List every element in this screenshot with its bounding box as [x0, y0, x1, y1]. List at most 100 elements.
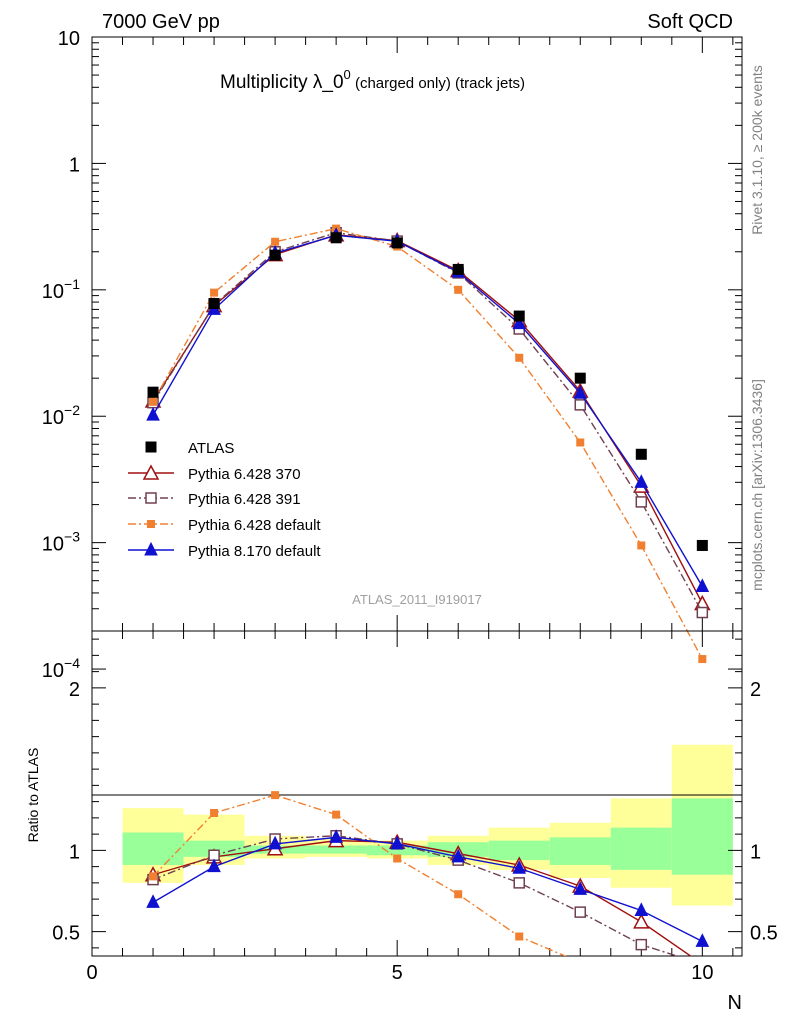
legend-label: Pythia 6.428 391	[188, 491, 301, 508]
y-tick-exp: −4	[64, 655, 80, 671]
ratio-line	[152, 835, 680, 956]
ratio-tick-label-left: 0.5	[52, 923, 80, 945]
ratio-band-green	[671, 798, 733, 875]
y-tick-label: 10	[58, 28, 80, 50]
y-tick-base: 10	[42, 407, 64, 429]
header-right: Soft QCD	[647, 11, 733, 33]
data-point	[208, 297, 220, 309]
ratio-band-green	[549, 837, 611, 865]
ratio-tick-label-right: 2	[750, 679, 761, 701]
ratio-line	[152, 839, 692, 956]
y-tick-exp: −1	[64, 276, 80, 292]
y-tick-exp: −3	[64, 529, 80, 545]
analysis-watermark: ATLAS_2011_I919017	[352, 592, 482, 607]
ratio-bands	[122, 744, 733, 906]
legend-label: Pythia 8.170 default	[188, 543, 321, 560]
legend-label: ATLAS	[188, 440, 234, 457]
chart-title-suffix: (charged only) (track jets)	[351, 75, 525, 92]
legend-marker	[145, 492, 157, 504]
y-tick-label: 10−3	[42, 529, 80, 556]
x-tick-label: 5	[392, 962, 403, 984]
series-point	[696, 606, 709, 619]
ratio-point	[210, 809, 219, 817]
ratio-plot: 0.5 0.5 1 1 2 2 Ratio to ATLAS	[25, 630, 778, 957]
series-point	[271, 237, 280, 246]
ratio-point	[390, 835, 404, 850]
legend-entry-atlas: ATLAS	[145, 440, 234, 457]
ratio-line	[152, 836, 703, 942]
ratio-band-green	[366, 845, 428, 856]
y-tick-label: 10−4	[42, 655, 80, 682]
ratio-point	[512, 860, 527, 874]
ratio-point	[633, 913, 650, 929]
y-tick-label: 10−1	[42, 276, 80, 303]
series-line	[152, 234, 703, 587]
series-point	[149, 397, 158, 406]
series-4	[146, 227, 710, 592]
series-point	[635, 496, 648, 508]
rivet-label: Rivet 3.1.10, ≥ 200k events	[749, 65, 765, 235]
legend-marker	[145, 441, 157, 453]
x-tick-label: 10	[691, 962, 713, 984]
legend-label: Pythia 6.428 370	[188, 466, 301, 483]
ratio-point	[574, 906, 587, 918]
series-point	[698, 655, 707, 664]
ratio-series-4	[146, 829, 710, 947]
main-x-ticks	[91, 37, 734, 631]
ratio-point	[451, 848, 466, 863]
ratio-point	[513, 877, 525, 889]
ratio-point	[146, 894, 160, 908]
ratio-point	[573, 881, 588, 895]
y-tick-base: 10	[42, 660, 64, 682]
ratio-point	[634, 902, 649, 916]
ratio-point	[695, 933, 710, 947]
ratio-tick-label-left: 1	[69, 841, 80, 863]
y-tick-label: 10−2	[42, 402, 80, 429]
series-point	[634, 474, 649, 488]
chart-title-main: Multiplicity λ_0	[220, 72, 344, 93]
ratio-series	[144, 791, 710, 956]
ratio-point	[515, 932, 524, 941]
ratio-tick-label-left: 2	[69, 679, 80, 701]
series-point	[637, 541, 646, 550]
mcplots-label: mcplots.cern.ch [arXiv:1306.3436]	[749, 379, 765, 591]
series-point	[512, 315, 527, 330]
data-point	[452, 263, 464, 275]
chart-title: Multiplicity λ_00 (charged only) (track …	[220, 67, 525, 93]
series-point	[454, 285, 463, 294]
ratio-point	[268, 835, 282, 850]
data-series-atlas	[147, 232, 708, 551]
ratio-tick-label-right: 1	[750, 841, 761, 863]
x-tick-labels: 0 5 10	[86, 962, 713, 984]
ratio-series-3	[149, 791, 567, 956]
data-point	[696, 539, 708, 551]
y-tick-base: 10	[42, 281, 64, 303]
data-point	[574, 372, 586, 384]
series-point	[146, 407, 160, 421]
legend: ATLAS Pythia 6.428 370 Pythia 6.428 391 Pyt…	[128, 440, 321, 560]
series-line	[152, 227, 703, 660]
y-tick-label: 1	[69, 154, 80, 176]
ratio-y-ticks: 0.5 0.5 1 1 2 2	[52, 638, 778, 949]
ratio-band-green	[122, 832, 184, 865]
data-point	[330, 232, 342, 244]
data-point	[147, 386, 159, 398]
series-point	[573, 385, 588, 399]
ratio-point	[393, 854, 402, 863]
ratio-y-label: Ratio to ATLAS	[25, 748, 41, 843]
x-tick-label: 0	[86, 962, 97, 984]
main-series	[144, 224, 711, 664]
series-point	[695, 578, 710, 592]
legend-marker	[142, 464, 160, 480]
series-point	[515, 353, 524, 362]
data-point	[635, 448, 647, 460]
series-point	[574, 399, 587, 411]
ratio-tick-label-right: 0.5	[750, 923, 778, 945]
ratio-band-green	[305, 845, 367, 854]
ratio-plot-frame	[91, 630, 743, 957]
ratio-point	[271, 791, 280, 800]
legend-entry-2: Pythia 6.428 391	[128, 491, 301, 508]
ratio-point	[149, 872, 158, 881]
